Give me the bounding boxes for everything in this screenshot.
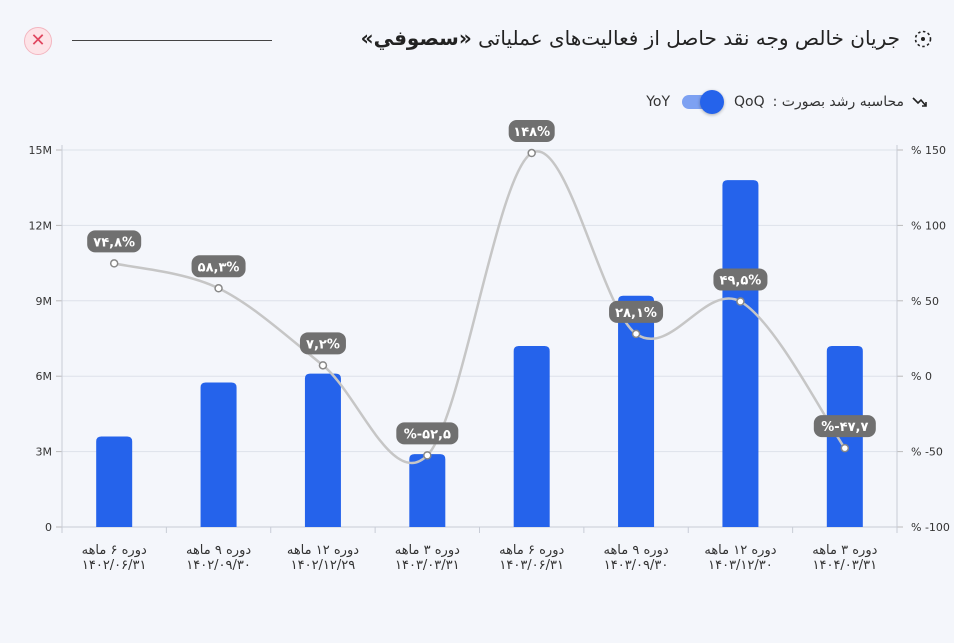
spinner-dots-icon <box>914 30 932 48</box>
x-tick-label: دوره ۱۲ ماهه <box>287 543 359 558</box>
y2-tick-label: % -50 <box>911 446 943 459</box>
bar <box>96 436 133 527</box>
growth-point <box>318 361 328 370</box>
growth-label: ۴۹,۵% <box>720 274 762 289</box>
growth-point <box>631 329 641 339</box>
x-tick-date: ۱۴۰۳/۰۳/۳۱ <box>395 558 460 573</box>
x-tick-date: ۱۴۰۲/۱۲/۲۹ <box>291 558 356 573</box>
bar <box>200 382 237 527</box>
growth-label: %-۵۲,۵ <box>404 427 451 442</box>
x-tick-date: ۱۴۰۴/۰۳/۳۱ <box>813 558 878 573</box>
growth-point <box>736 297 745 306</box>
growth-label: ۵۸,۳% <box>198 260 240 275</box>
chart-title: جریان خالص وجه نقد حاصل از فعالیت‌های عم… <box>361 26 900 50</box>
growth-label: ۱۴۸% <box>513 125 550 140</box>
x-tick-label: دوره ۹ ماهه <box>186 543 251 558</box>
close-icon: ✕ <box>30 30 46 51</box>
x-tick-date: ۱۴۰۳/۰۹/۳۰ <box>604 558 669 573</box>
growth-label-bg <box>396 422 459 445</box>
x-tick-label: دوره ۳ ماهه <box>395 543 460 558</box>
close-button[interactable]: ✕ <box>24 27 52 55</box>
y-tick-label: 3M <box>36 446 53 459</box>
bar <box>304 373 341 527</box>
growth-label-bg <box>299 332 346 355</box>
company-symbol: «سصوفي» <box>360 26 472 50</box>
growth-label: ۷,۲% <box>306 337 340 352</box>
bar <box>722 180 759 527</box>
bar <box>513 346 550 527</box>
x-tick-date: ۱۴۰۳/۱۲/۳۰ <box>708 558 773 573</box>
x-tick-date: ۱۴۰۲/۰۹/۳۰ <box>186 558 251 573</box>
toggle-label: محاسبه رشد بصورت : <box>772 94 904 110</box>
y2-tick-label: % 100 <box>911 219 946 232</box>
growth-label-bg <box>813 415 876 438</box>
growth-label-bg <box>87 230 142 253</box>
growth-mode-control: محاسبه رشد بصورت : QoQ YoY <box>646 90 928 114</box>
growth-point <box>527 148 536 158</box>
y-tick-label: 6M <box>36 370 53 383</box>
y-tick-label: 15M <box>29 144 53 157</box>
growth-point <box>214 284 223 293</box>
growth-label-bg <box>713 268 768 291</box>
x-tick-label: دوره ۶ ماهه <box>499 543 564 558</box>
x-tick-date: ۱۴۰۲/۰۶/۳۱ <box>82 558 147 573</box>
growth-point <box>423 451 432 460</box>
growth-mode-toggle[interactable] <box>682 90 724 114</box>
growth-label-bg <box>508 120 555 143</box>
y2-tick-label: % 150 <box>911 144 946 157</box>
option-yoy[interactable]: YoY <box>646 94 670 110</box>
trend-icon <box>912 97 927 107</box>
growth-label: %-۴۷,۷ <box>821 420 868 435</box>
growth-label: ۷۴,۸% <box>93 235 135 250</box>
bar <box>618 295 655 527</box>
title-divider <box>72 40 272 41</box>
y2-tick-label: % 50 <box>911 295 939 308</box>
y2-tick-label: % -100 <box>911 521 950 534</box>
bar <box>409 454 446 527</box>
y-tick-label: 12M <box>29 219 53 232</box>
title-text: جریان خالص وجه نقد حاصل از فعالیت‌های عم… <box>471 26 900 50</box>
option-qoq[interactable]: QoQ <box>734 94 765 110</box>
x-tick-label: دوره ۹ ماهه <box>603 543 668 558</box>
x-tick-label: دوره ۳ ماهه <box>812 543 877 558</box>
growth-point <box>840 443 850 453</box>
y-tick-label: 9M <box>36 295 53 308</box>
y-tick-label: 0 <box>45 521 52 534</box>
y2-tick-label: % 0 <box>911 370 932 383</box>
x-tick-date: ۱۴۰۳/۰۶/۳۱ <box>499 558 564 573</box>
growth-label: ۲۸,۱% <box>615 306 657 321</box>
x-tick-label: دوره ۶ ماهه <box>82 543 147 558</box>
growth-line <box>113 150 846 465</box>
x-tick-label: دوره ۱۲ ماهه <box>704 543 776 558</box>
growth-label-bg <box>609 300 664 323</box>
growth-point <box>109 259 119 268</box>
growth-label-bg <box>191 255 246 278</box>
toggle-knob[interactable] <box>700 90 724 114</box>
